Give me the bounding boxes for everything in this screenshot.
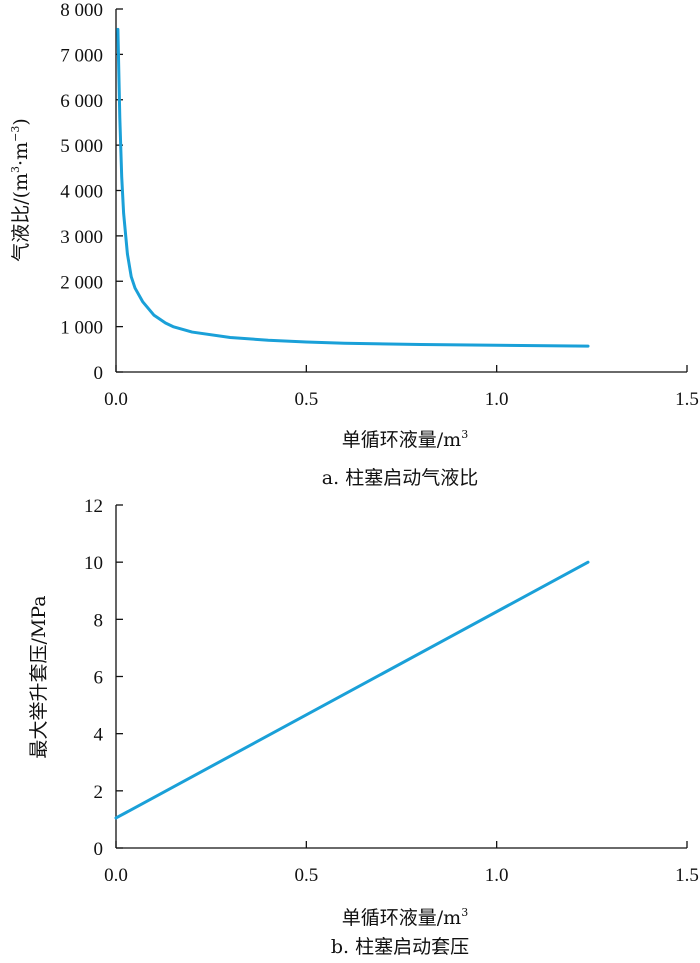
- chart-a-gas-liquid-ratio: 0.0 0.5 1.0 1.5 0 1 000 2 000 3 000 4 000 5 000 6…: [9, 0, 699, 489]
- chart-a-series-line: [116, 27, 590, 348]
- chart-b-series: [114, 560, 590, 820]
- chart-b-axes: [115, 504, 688, 849]
- chart-b-x-axis-title: 单循环液量/m3: [342, 906, 468, 929]
- chart-b-y-tick-label: 6: [94, 668, 104, 689]
- chart-b-x-tick-label: 1.5: [675, 865, 699, 886]
- chart-b-caption: b. 柱塞启动套压: [331, 936, 469, 958]
- chart-a-y-tick-label: 8 000: [60, 0, 103, 21]
- chart-b-y-tick-label: 2: [94, 782, 104, 803]
- chart-a-y-tick-label: 4 000: [60, 182, 103, 203]
- chart-b-y-axis-title: 最大举升套压/MPa: [28, 595, 50, 758]
- chart-b-x-tick-label: 0.0: [104, 865, 128, 886]
- chart-b-casing-pressure: 0.0 0.5 1.0 1.5 0 2 4 6 8 10 12 单循环液量/m3 b. 柱塞启动套…: [28, 496, 699, 958]
- chart-a-axes: [115, 8, 688, 373]
- chart-a-y-tick-labels: 0 1 000 2 000 3 000 4 000 5 000 6 000 7 000 8 00…: [60, 0, 103, 384]
- chart-a-x-tick-label: 1.0: [485, 389, 509, 410]
- chart-a-x-tick-labels: 0.0 0.5 1.0 1.5: [104, 389, 699, 410]
- chart-a-y-axis-title: 气液比/(m3·m−3): [9, 118, 32, 262]
- chart-a-caption: a. 柱塞启动气液比: [322, 467, 478, 489]
- chart-b-x-tick-label: 0.5: [294, 865, 318, 886]
- chart-b-y-tick-label: 8: [94, 610, 104, 631]
- chart-a-y-tick-label: 6 000: [60, 91, 103, 112]
- chart-b-y-tick-label: 12: [84, 496, 103, 517]
- chart-a-y-tick-label: 7 000: [60, 45, 103, 66]
- chart-b-y-tick-label: 4: [94, 725, 104, 746]
- chart-b-x-tick-label: 1.0: [485, 865, 509, 886]
- chart-b-series-line: [114, 560, 590, 820]
- chart-b-y-tick-label: 10: [84, 553, 103, 574]
- chart-a-x-tick-label: 1.5: [675, 389, 699, 410]
- chart-a-x-tick-label: 0.0: [104, 389, 128, 410]
- chart-b-x-tick-labels: 0.0 0.5 1.0 1.5: [104, 865, 699, 886]
- chart-a-y-tick-label: 3 000: [60, 227, 103, 248]
- chart-a-x-axis-title: 单循环液量/m3: [342, 428, 468, 451]
- chart-a-y-tick-label: 2 000: [60, 272, 103, 293]
- chart-a-x-tick-label: 0.5: [294, 389, 318, 410]
- chart-b-y-tick-labels: 0 2 4 6 8 10 12: [84, 496, 104, 860]
- chart-a-y-tick-label: 5 000: [60, 136, 103, 157]
- chart-a-y-tick-label: 1 000: [60, 318, 103, 339]
- chart-a-y-tick-label: 0: [94, 363, 104, 384]
- chart-a-series: [116, 27, 590, 348]
- chart-b-y-tick-label: 0: [94, 839, 104, 860]
